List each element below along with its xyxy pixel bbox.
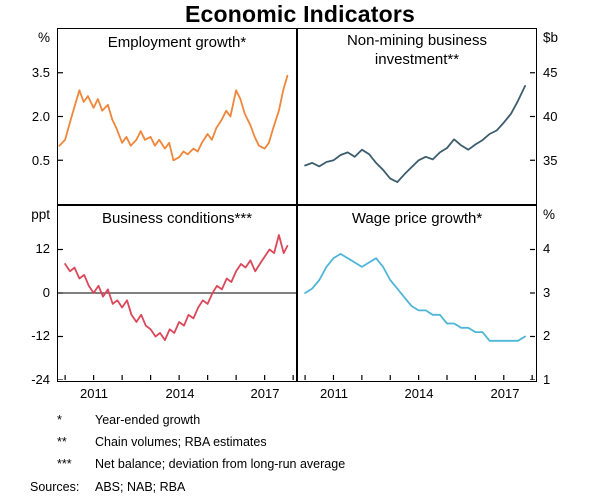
non-mining-investment-panel	[303, 72, 535, 184]
y-tick-label: 2.0	[31, 109, 50, 124]
panel-divider-horizontal	[58, 204, 536, 206]
y-tick-label: 3.5	[31, 65, 50, 80]
x-tick-label: 2017	[490, 386, 520, 401]
y-tick-label: 45	[543, 65, 558, 80]
y-tick-label: 12	[35, 241, 50, 256]
panel-title-business-conditions: Business conditions***	[101, 210, 253, 227]
y-axis-unit-percent-right: %	[543, 207, 556, 222]
y-tick-label: -24	[31, 372, 50, 387]
x-tick-label: 2017	[250, 386, 280, 401]
employment-growth-panel	[58, 72, 289, 162]
y-tick-label: 4	[543, 241, 551, 256]
business-conditions-panel	[58, 233, 296, 380]
footnote-marker: **	[57, 435, 67, 449]
plot-area	[57, 28, 537, 382]
x-tick-label: 2014	[165, 386, 195, 401]
wage-price-growth-panel	[303, 248, 535, 380]
y-tick-label: 2	[543, 328, 551, 343]
x-tick-label: 2011	[320, 386, 348, 401]
y-axis-unit-percent-left: %	[37, 30, 50, 45]
sources-label: Sources:	[30, 480, 80, 494]
sources-text: ABS; NAB; RBA	[95, 480, 186, 494]
footnote-marker: *	[57, 413, 62, 427]
y-tick-label: 3	[543, 285, 551, 300]
y-tick-label: 40	[543, 109, 558, 124]
y-tick-label: 0	[42, 285, 50, 300]
footnote-text: Chain volumes; RBA estimates	[95, 435, 267, 449]
y-tick-label: 0.5	[31, 153, 50, 168]
y-tick-label: 35	[543, 153, 558, 168]
panel-title-wage-price-growth: Wage price growth*	[351, 210, 483, 227]
footnote-text: Net balance; deviation from long-run ave…	[95, 457, 346, 471]
y-axis-unit-ppt-left: ppt	[31, 207, 50, 222]
panel-title-non-mining-investment: Non-mining business investment**	[346, 32, 488, 68]
x-tick-label: 2011	[80, 386, 108, 401]
footnote-text: Year-ended growth	[95, 413, 201, 427]
y-tick-label: -12	[31, 328, 50, 343]
x-tick-label: 2014	[404, 386, 434, 401]
y-tick-label: 1	[543, 372, 551, 387]
y-axis-unit-dollars-right: $b	[543, 30, 559, 45]
chart-title: Economic Indicators	[184, 1, 415, 27]
panel-title-employment-growth: Employment growth*	[107, 34, 247, 51]
footnote-marker: ***	[57, 457, 72, 471]
